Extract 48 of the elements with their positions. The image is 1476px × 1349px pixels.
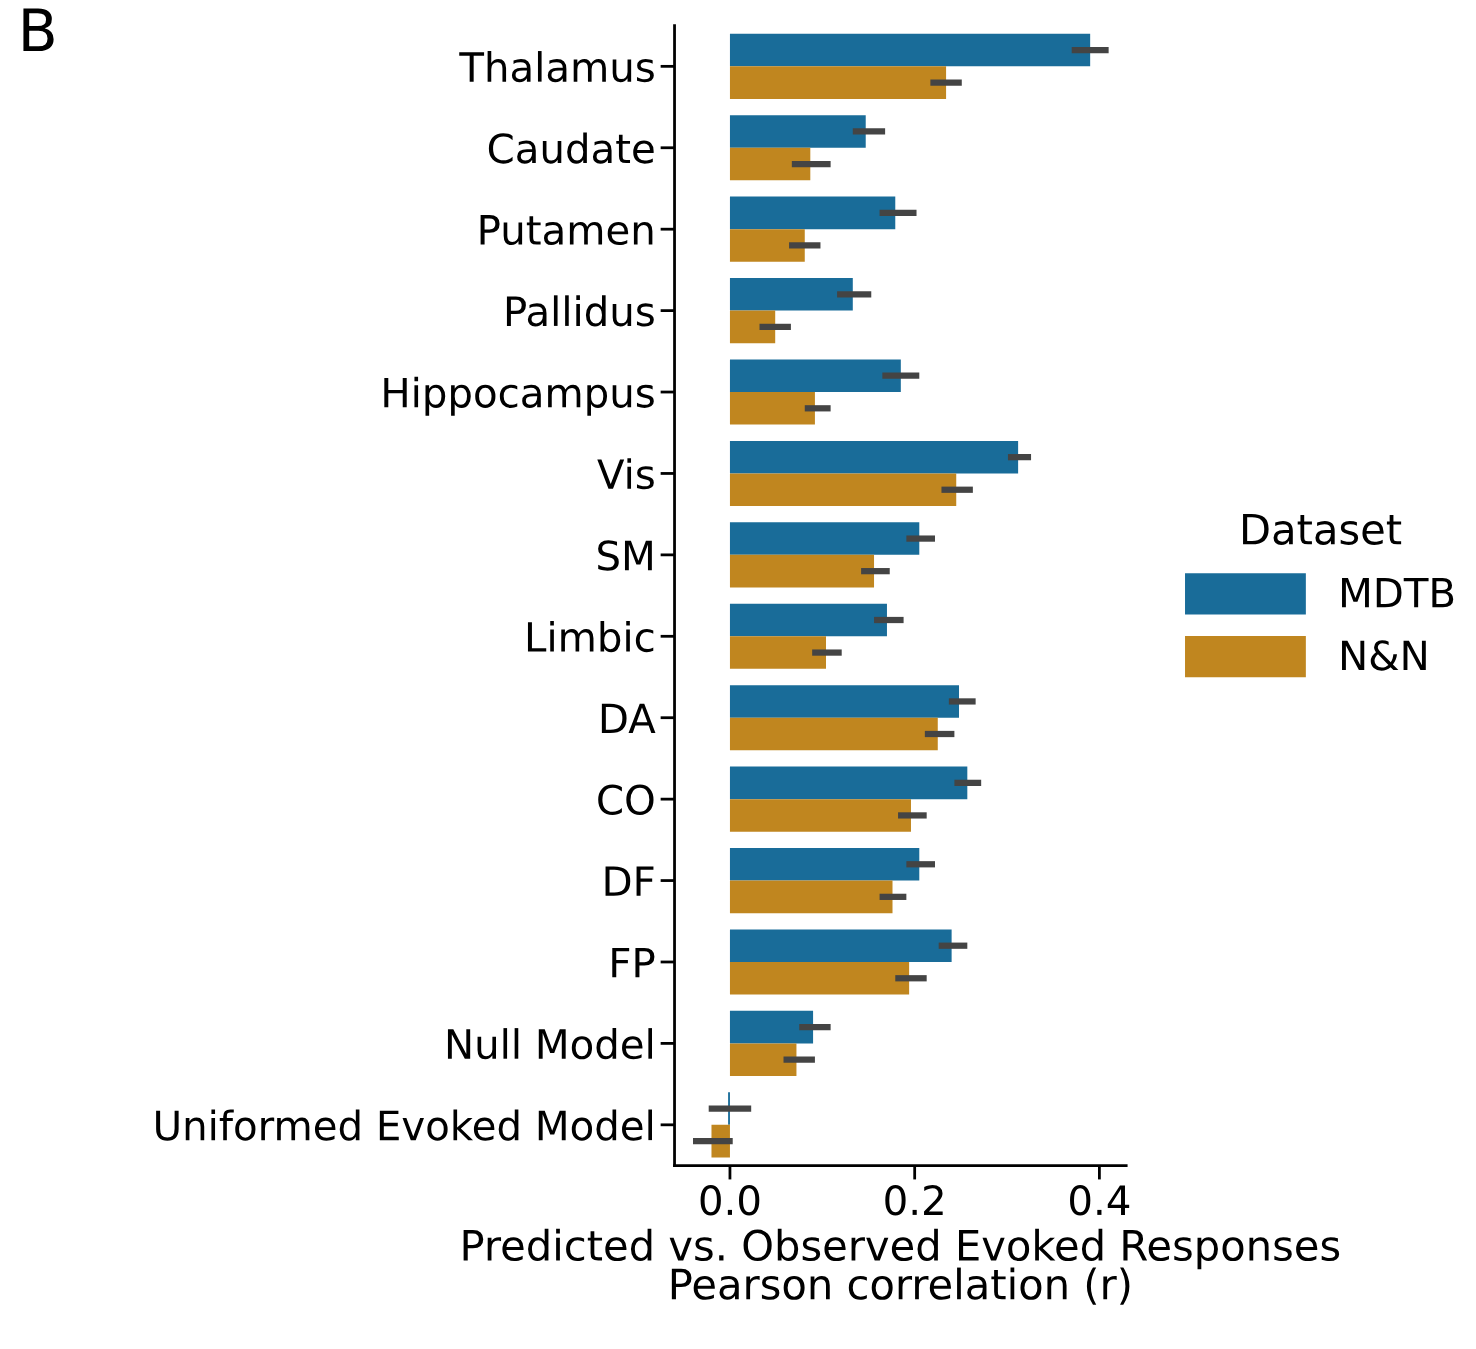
bar — [729, 473, 957, 507]
x-tick-label: 0.2 — [885, 1185, 943, 1216]
legend-title: Dataset — [1243, 513, 1402, 545]
bar — [729, 1010, 814, 1044]
bar — [729, 440, 1019, 474]
y-tick-label: Caudate — [488, 132, 654, 164]
bar — [729, 717, 938, 751]
bar — [729, 929, 952, 962]
bar — [729, 392, 815, 425]
bar — [729, 554, 875, 588]
y-tick-label: Putamen — [480, 215, 653, 246]
bar — [729, 196, 896, 230]
bar — [729, 66, 947, 99]
y-tick-label: Hippocampus — [384, 376, 654, 416]
x-axis-title: Predicted vs. Observed Evoked Responses Pearson correlation (r) — [463, 1228, 1340, 1305]
bar — [729, 847, 920, 881]
bar — [729, 522, 920, 555]
y-tick-label: Null Model — [447, 1028, 652, 1060]
bar — [729, 310, 776, 344]
bar — [729, 115, 866, 148]
bar — [729, 147, 811, 181]
y-tick-label: DF — [605, 866, 654, 896]
bar — [729, 359, 901, 393]
y-tick-label: Vis — [597, 458, 654, 490]
y-tick-label: CO — [598, 784, 654, 816]
y-tick-label: FP — [612, 947, 655, 978]
legend-label: N&N — [1342, 640, 1426, 671]
y-tick-label: SM — [598, 540, 652, 571]
bar — [729, 33, 1091, 67]
bar — [729, 229, 805, 262]
y-tick-label: DA — [601, 703, 656, 734]
bar — [729, 1043, 797, 1076]
bar — [729, 636, 827, 669]
y-tick-label: Pallidus — [506, 295, 654, 327]
bar — [729, 799, 911, 832]
y-tick-label: Uniformed Evoked Model — [156, 1109, 652, 1141]
text: B — [23, 8, 54, 52]
x-tick-label: 0.0 — [700, 1185, 760, 1216]
bar — [729, 278, 853, 311]
y-tick-label: Thalamus — [459, 51, 654, 83]
bar — [729, 880, 893, 914]
bar — [729, 685, 960, 718]
bar — [729, 766, 968, 800]
y-tick-label: Limbic — [527, 620, 654, 653]
bar — [729, 961, 910, 995]
bar — [729, 603, 887, 637]
x-tick-label: 0.4 — [1070, 1185, 1130, 1216]
legend-label: MDTB — [1342, 578, 1454, 608]
